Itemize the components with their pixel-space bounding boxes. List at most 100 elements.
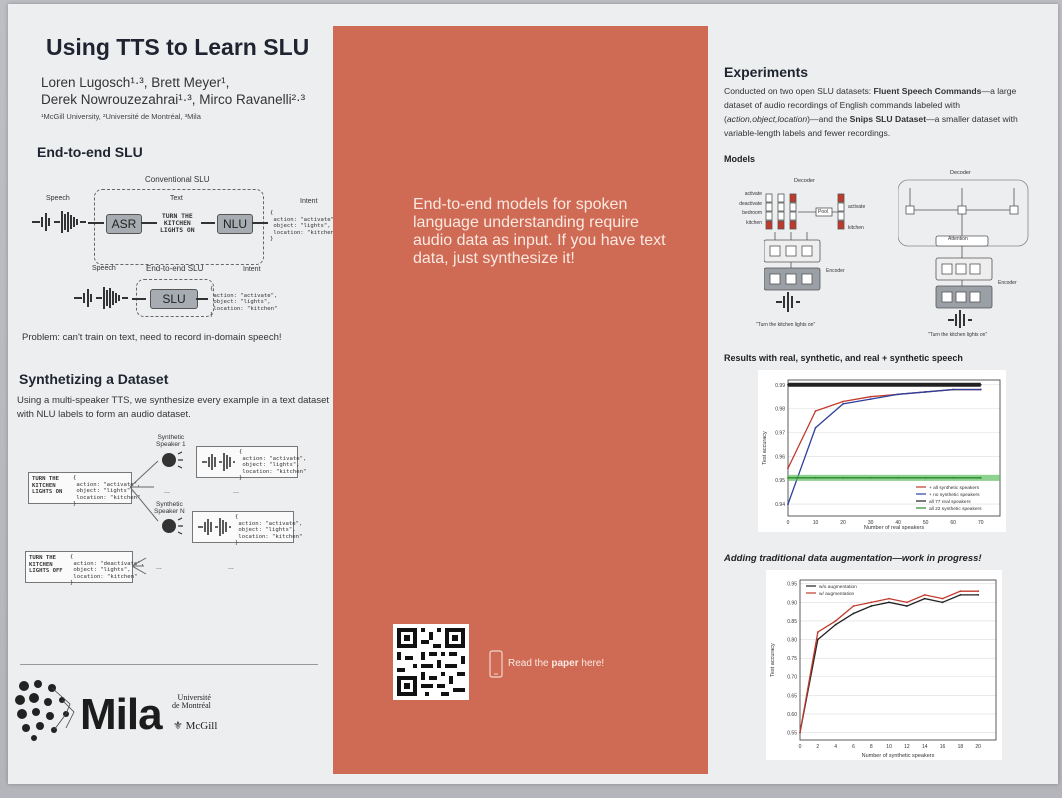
y-tick-label: 0.90 [787, 600, 797, 606]
x-tick-label: 18 [958, 744, 964, 750]
intent-json-2: { action: "activate", object: "lights", … [210, 286, 278, 318]
data-point [941, 597, 944, 600]
data-point [869, 395, 872, 398]
data-point [959, 590, 962, 593]
y-tick-label: 0.97 [775, 430, 785, 436]
conv-dashed-box [94, 189, 264, 265]
out-labels: activate kitchen [848, 197, 865, 239]
legend-label: w/o augmentation [819, 584, 857, 590]
phone-icon [489, 650, 503, 678]
slot-label: kitchen [746, 219, 762, 226]
text-label: Text [170, 195, 183, 202]
qr-code[interactable] [393, 624, 469, 700]
waveform-icon [198, 518, 231, 536]
text-example-1: TURN THE KITCHEN LIGHTS ON { action: "ac… [28, 472, 140, 507]
mila-wordmark: Mila [80, 690, 163, 739]
data-point [870, 605, 873, 607]
legend-label: + all synthetic speakers [929, 485, 980, 491]
dots: ... [156, 564, 162, 571]
x-tick-label: 0 [799, 744, 802, 750]
data-point [814, 476, 817, 479]
transcript: TURN THE KITCHEN LIGHTS ON [160, 212, 195, 234]
intent-json: { action: "activate", object: "lights", … [270, 210, 338, 242]
fan-out-lines [130, 460, 159, 522]
x-tick-label: 20 [840, 520, 846, 526]
data-point [799, 731, 801, 734]
arrow [141, 222, 157, 224]
dots: ... [228, 564, 234, 571]
arrow [88, 222, 104, 224]
audio-n-json: { action: "activate", object: "lights", … [235, 514, 303, 546]
data-point [787, 476, 789, 479]
data-point [869, 383, 872, 386]
example-2-json: { action: "deactivate", object: "lights"… [70, 554, 145, 586]
y-tick-label: 0.70 [787, 675, 797, 681]
data-point [852, 612, 855, 615]
data-point [869, 398, 872, 400]
arrow [252, 222, 268, 224]
y-tick-label: 0.95 [775, 478, 785, 484]
plot-frame [787, 379, 1001, 517]
synth-heading: Synthetizing a Dataset [19, 371, 169, 387]
x-tick-label: 60 [950, 520, 956, 526]
y-tick-label: 0.95 [787, 582, 797, 588]
data-point [952, 383, 955, 386]
data-point [979, 476, 982, 479]
problem-text: Problem: can't train on text, need to re… [22, 332, 282, 343]
exp-fsc: Fluent Speech Commands [873, 86, 982, 96]
slot-label: deactivate [739, 200, 762, 207]
slu-model-icon [764, 193, 845, 312]
divider [20, 664, 318, 665]
read-suffix: here! [578, 658, 605, 669]
dots: ... [233, 488, 239, 495]
e2e-heading: End-to-end SLU [37, 144, 143, 160]
poster-title: Using TTS to Learn SLU [46, 34, 310, 60]
exp-text-a: Conducted on two open SLU datasets: [724, 86, 874, 96]
y-tick-label: 0.60 [787, 712, 797, 718]
data-point [924, 383, 927, 386]
y-tick-label: 0.80 [787, 638, 797, 644]
data-point [897, 393, 900, 396]
data-point [897, 383, 900, 386]
results-heading: Results with real, synthetic, and real +… [724, 353, 963, 363]
nlu-box: NLU [217, 214, 253, 234]
data-point [941, 601, 944, 604]
x-tick-label: 2 [816, 744, 819, 750]
data-point [906, 605, 908, 607]
data-point [834, 623, 837, 626]
data-point [977, 593, 980, 596]
data-point [852, 605, 855, 607]
dots: ... [164, 488, 170, 495]
encoder-label-2: Encoder [998, 280, 1017, 286]
authors-line-1: Loren Lugosch¹·³, Brett Meyer¹, [41, 75, 230, 90]
poster: Using TTS to Learn SLU Loren Lugosch¹·³,… [8, 4, 1058, 784]
experiments-heading: Experiments [724, 64, 809, 80]
example-1-json: { action: "activate", object: "lights", … [73, 475, 141, 507]
encoder-label: Encoder [826, 268, 845, 274]
text-example-2: TURN THE KITCHEN LIGHTS OFF { action: "d… [25, 551, 144, 586]
authors: Loren Lugosch¹·³, Brett Meyer¹, Derek No… [41, 74, 305, 108]
x-tick-label: 20 [975, 744, 981, 750]
data-point [923, 597, 926, 600]
data-point [814, 426, 817, 429]
speaker-n-label: Synthetic Speaker N [154, 501, 185, 515]
y-tick-label: 0.55 [787, 731, 797, 737]
x-tick-label: 6 [852, 744, 855, 750]
out-label: kitchen [848, 225, 864, 231]
x-tick-label: 40 [895, 520, 901, 526]
read-paper-link[interactable]: Read the paper here! [508, 658, 604, 669]
x-tick-label: 50 [923, 520, 929, 526]
arrow [132, 298, 146, 300]
asr-box: ASR [106, 214, 142, 234]
speech-label: Speech [46, 195, 70, 202]
example-1-text: TURN THE KITCHEN LIGHTS ON [32, 476, 63, 495]
slot-labels: activate deactivate bedroom kitchen [728, 190, 762, 228]
y-tick-label: 0.98 [775, 407, 785, 413]
mila-logo-icon [15, 680, 75, 741]
data-point [816, 631, 819, 633]
arrow [201, 222, 215, 224]
x-tick-label: 70 [978, 520, 984, 526]
data-point [959, 593, 962, 596]
x-tick-label: 12 [904, 744, 910, 750]
y-tick-label: 0.65 [787, 693, 797, 699]
